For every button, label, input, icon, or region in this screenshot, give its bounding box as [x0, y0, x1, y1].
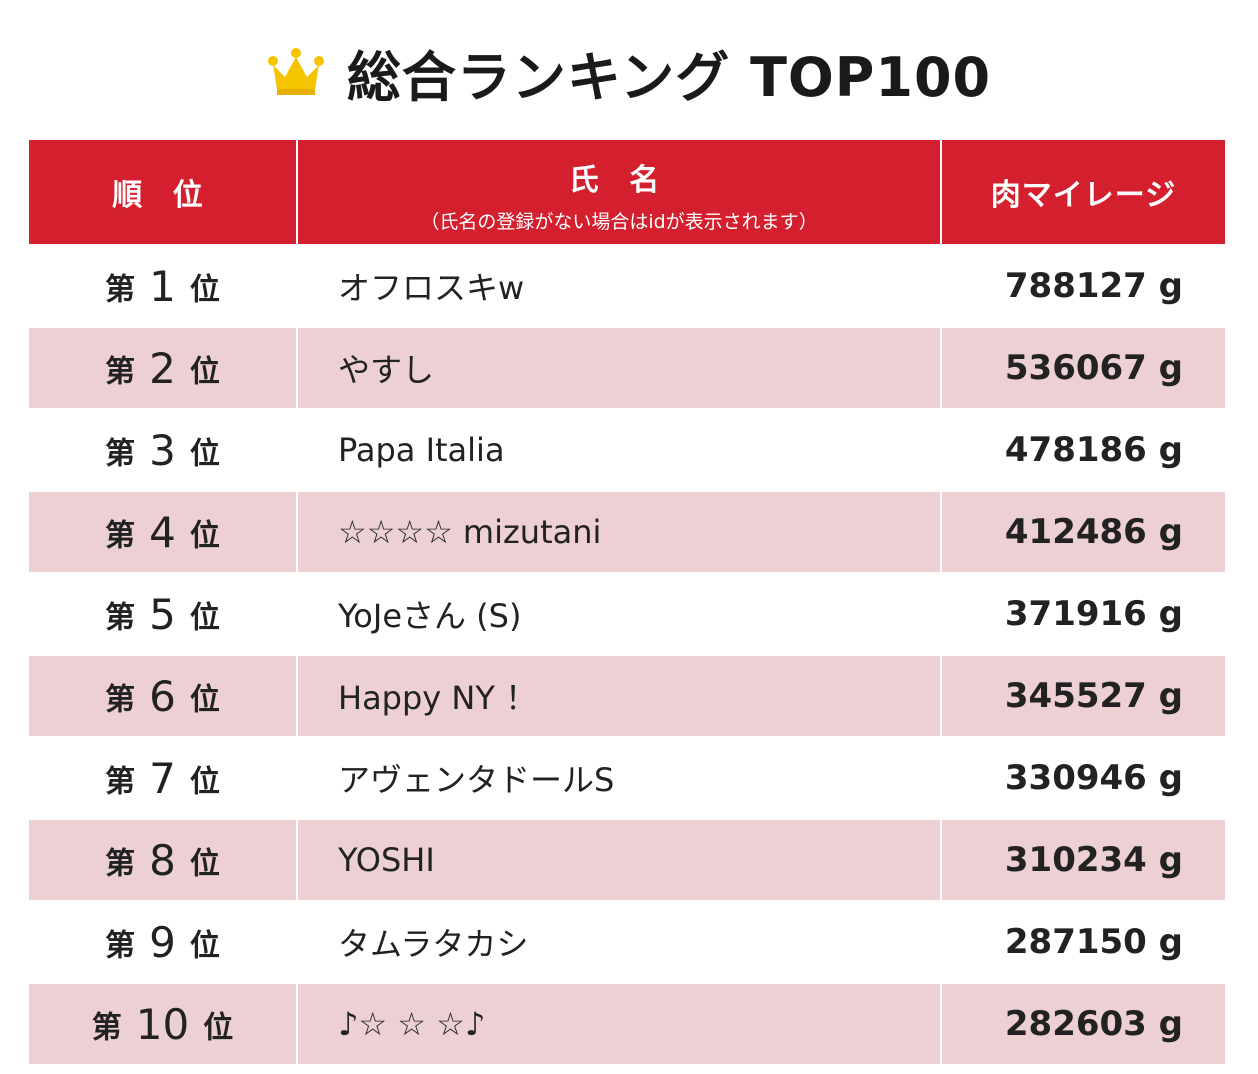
table-row: 第 3 位 Papa Italia 478186 g [29, 409, 1225, 491]
header-miles-label: 肉マイレージ [990, 178, 1177, 213]
rank-suffix: 位 [189, 354, 220, 389]
header-miles: 肉マイレージ [941, 140, 1225, 245]
page-title: 総合ランキング TOP100 [346, 45, 992, 109]
player-name: オフロスキw [297, 245, 942, 327]
player-name: Papa Italia [297, 409, 942, 491]
header-rank-label: 順 位 [112, 178, 213, 213]
rank-suffix: 位 [189, 764, 220, 799]
meat-mileage: 310234 g [941, 819, 1225, 901]
rank-suffix: 位 [189, 436, 220, 471]
rank-suffix: 位 [189, 600, 220, 635]
rank-prefix: 第 [105, 518, 136, 553]
rank-prefix: 第 [105, 600, 136, 635]
table-row: 第 1 位オフロスキw 788127 g [29, 245, 1225, 327]
rank-suffix: 位 [189, 928, 220, 963]
table-row: 第 10 位 ♪☆ ☆ ☆♪ 282603 g [29, 983, 1225, 1064]
rank-prefix: 第 [105, 928, 136, 963]
rank-prefix: 第 [91, 1010, 122, 1045]
rank-prefix: 第 [105, 354, 136, 389]
table-row: 第 4 位 ☆☆☆☆ mizutani 412486 g [29, 491, 1225, 573]
rank-suffix: 位 [189, 682, 220, 717]
player-name: ☆☆☆☆ mizutani [297, 491, 942, 573]
rank-number: 3 [149, 425, 176, 475]
player-name: アヴェンタドールS [297, 737, 942, 819]
meat-mileage: 371916 g [941, 573, 1225, 655]
rank-number: 10 [135, 999, 190, 1049]
rank-prefix: 第 [105, 436, 136, 471]
header-name-note: （氏名の登録がない場合はidが表示されます） [420, 210, 818, 233]
table-row: 第 9 位タムラタカシ 287150 g [29, 901, 1225, 983]
meat-mileage: 412486 g [941, 491, 1225, 573]
meat-mileage: 478186 g [941, 409, 1225, 491]
rank-number: 6 [149, 671, 176, 721]
table-row: 第 2 位やすし 536067 g [29, 327, 1225, 409]
table-header-row: 順 位 氏 名 （氏名の登録がない場合はidが表示されます） 肉マイレージ [29, 140, 1225, 245]
rank-number: 7 [149, 753, 176, 803]
player-name: ♪☆ ☆ ☆♪ [297, 983, 942, 1064]
page-header: 総合ランキング TOP100 [0, 36, 1258, 109]
crown-icon [267, 48, 324, 95]
table-row: 第 7 位アヴェンタドールS 330946 g [29, 737, 1225, 819]
rank-prefix: 第 [105, 846, 136, 881]
header-name: 氏 名 （氏名の登録がない場合はidが表示されます） [297, 140, 942, 245]
rank-suffix: 位 [189, 518, 220, 553]
rank-prefix: 第 [105, 272, 136, 307]
rank-prefix: 第 [105, 682, 136, 717]
rank-cell: 第 10 位 [29, 983, 298, 1064]
header-rank: 順 位 [29, 140, 298, 245]
rank-number: 9 [149, 917, 176, 967]
rank-prefix: 第 [105, 764, 136, 799]
rank-suffix: 位 [189, 846, 220, 881]
rank-number: 5 [149, 589, 176, 639]
ranking-rows: 第 1 位オフロスキw 788127 g 第 2 位やすし 536067 g 第 3 位 Papa I… [29, 245, 1225, 1064]
rank-number: 4 [149, 507, 176, 557]
meat-mileage: 788127 g [941, 245, 1225, 327]
rank-suffix: 位 [189, 272, 220, 307]
rank-number: 8 [149, 835, 176, 885]
meat-mileage: 287150 g [941, 901, 1225, 983]
rank-suffix: 位 [203, 1010, 234, 1045]
meat-mileage: 536067 g [941, 327, 1225, 409]
table-row: 第 6 位 Happy NY ！ 345527 g [29, 655, 1225, 737]
player-name: Happy NY ！ [297, 655, 942, 737]
player-name: YOSHI [297, 819, 942, 901]
meat-mileage: 282603 g [941, 983, 1225, 1064]
player-name: YoJeさん (S) [297, 573, 942, 655]
player-name: やすし [297, 327, 942, 409]
meat-mileage: 330946 g [941, 737, 1225, 819]
meat-mileage: 345527 g [941, 655, 1225, 737]
rank-number: 2 [149, 343, 176, 393]
rank-number: 1 [149, 261, 176, 311]
header-name-label: 氏 名 [568, 162, 670, 198]
table-row: 第 5 位 YoJeさん (S) 371916 g [29, 573, 1225, 655]
table-row: 第 8 位 YOSHI 310234 g [29, 819, 1225, 901]
player-name: タムラタカシ [297, 901, 942, 983]
